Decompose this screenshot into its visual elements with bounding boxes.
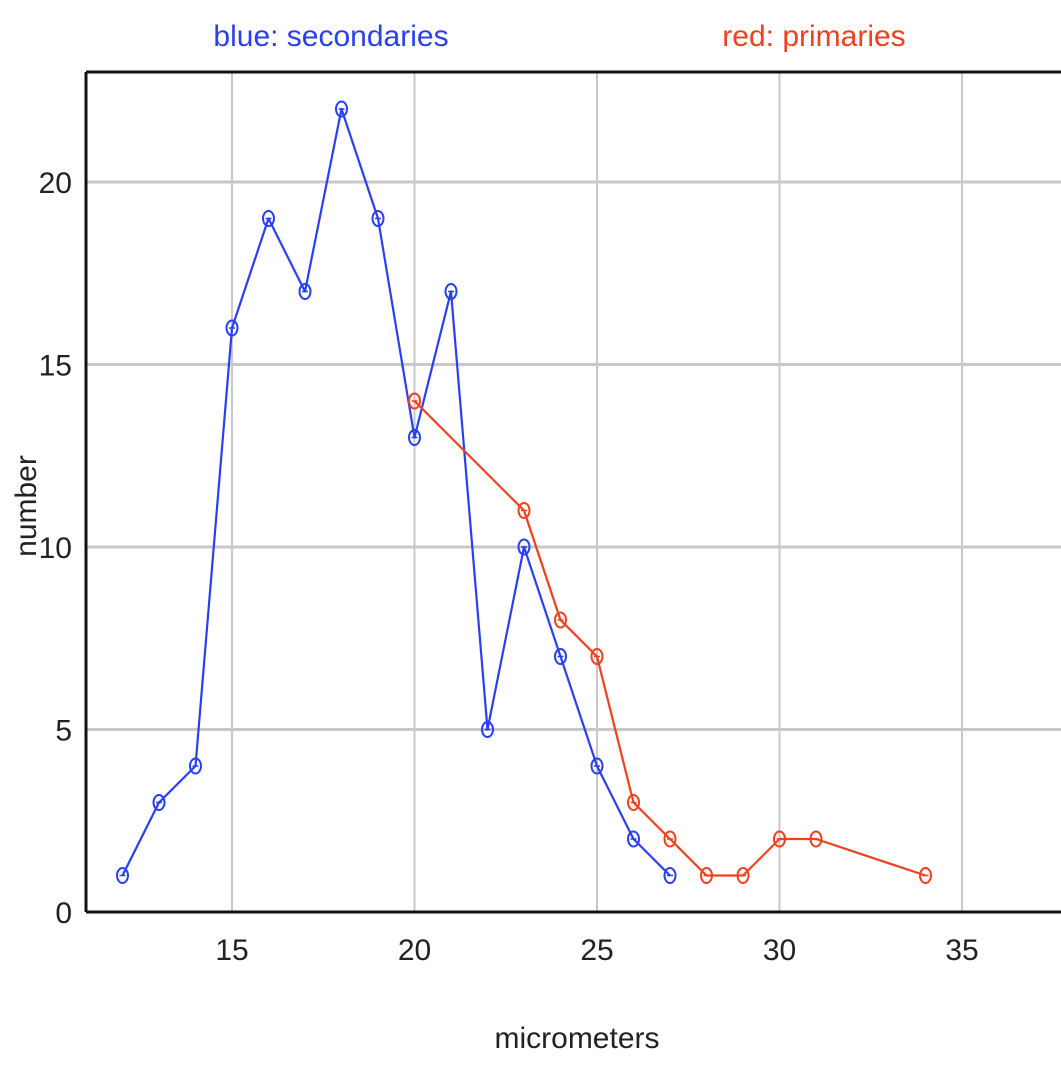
data-point [663,830,677,848]
series-layer [116,100,932,884]
series-0 [116,100,677,884]
y-tick-label: 15 [39,350,72,383]
data-point [116,867,129,884]
legend-entry-primaries: red: primaries [722,20,905,53]
y-axis-title: number [10,455,43,557]
data-point [371,210,385,227]
data-point [700,867,713,884]
data-point [919,867,932,884]
data-point [408,429,421,446]
data-point [408,392,421,410]
y-tick-label: 0 [55,897,72,930]
axes [84,70,1061,914]
data-point [517,502,531,519]
data-point [262,210,275,227]
tick-labels: 15 20 25 30 35 0 5 10 15 20 [39,167,979,967]
data-point [225,319,239,337]
x-tick-label: 20 [398,934,431,967]
series-1 [408,392,932,884]
data-point [298,283,312,300]
x-tick-label: 30 [763,934,796,967]
data-point [773,830,786,848]
series-line [121,107,671,877]
data-point [663,867,677,884]
data-point [189,757,202,775]
y-tick-label: 5 [55,715,72,748]
data-point [335,100,348,118]
legend: blue: secondaries red: primaries [213,20,905,53]
data-point [444,283,458,300]
y-tick-label: 10 [39,532,72,565]
data-point [627,794,640,811]
grid-lines [86,72,1061,912]
x-tick-label: 35 [945,934,978,967]
data-point [554,611,567,629]
data-point [152,794,166,811]
x-tick-label: 15 [215,934,248,967]
data-point [517,538,531,556]
data-point [736,867,750,884]
series-line [413,400,926,877]
y-tick-label: 20 [39,167,72,200]
data-point [481,721,494,738]
data-point [554,648,567,665]
x-tick-label: 25 [580,934,613,967]
data-point [809,830,823,848]
data-point [627,830,640,848]
x-axis-title: micrometers [494,1022,659,1055]
data-point [590,757,604,775]
legend-entry-secondaries: blue: secondaries [213,20,448,53]
data-point [590,648,604,665]
